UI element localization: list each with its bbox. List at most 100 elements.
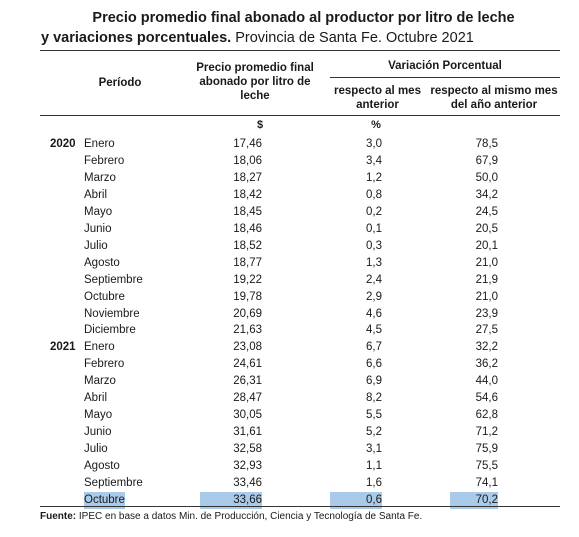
row-month: Agosto bbox=[84, 256, 120, 269]
table-row: Mayo 30,05 5,5 62,8 bbox=[0, 407, 579, 424]
header-variacion: Variación Porcentual bbox=[388, 60, 502, 72]
row-var-mes: 2,9 bbox=[366, 290, 382, 303]
row-month: Junio bbox=[84, 222, 112, 235]
row-var-anio: 21,9 bbox=[475, 273, 498, 286]
row-var-anio: 71,2 bbox=[475, 426, 498, 439]
row-month: Septiembre bbox=[84, 273, 143, 286]
row-month: Marzo bbox=[84, 171, 116, 184]
row-month: Julio bbox=[84, 239, 108, 252]
table-title: Precio promedio final abonado al product… bbox=[0, 8, 579, 48]
table-row: Abril 18,42 0,8 34,2 bbox=[0, 187, 579, 204]
row-var-mes: 5,2 bbox=[366, 426, 382, 439]
title-line-2-rest: Provincia de Santa Fe. Octubre 2021 bbox=[231, 30, 474, 46]
table-row: Febrero 18,06 3,4 67,9 bbox=[0, 153, 579, 170]
row-var-anio: 20,1 bbox=[475, 239, 498, 252]
table-row: Septiembre 19,22 2,4 21,9 bbox=[0, 272, 579, 289]
row-price: 17,46 bbox=[233, 138, 262, 150]
table-row: Agosto 18,77 1,3 21,0 bbox=[0, 255, 579, 272]
row-price: 24,61 bbox=[233, 358, 262, 371]
row-var-mes: 0,6 bbox=[330, 491, 382, 509]
row-month: Enero bbox=[84, 341, 115, 354]
header-top-rule bbox=[40, 50, 560, 51]
row-month: Abril bbox=[84, 188, 108, 201]
table-row: Junio 18,46 0,1 20,5 bbox=[0, 221, 579, 238]
row-var-anio: 50,0 bbox=[475, 171, 498, 184]
row-var-mes: 4,5 bbox=[366, 324, 382, 337]
row-var-anio: 24,5 bbox=[475, 205, 498, 218]
row-price: 28,47 bbox=[233, 392, 262, 405]
row-price: 33,66 bbox=[200, 491, 262, 509]
row-var-mes: 1,3 bbox=[366, 256, 382, 269]
row-var-anio: 21,0 bbox=[475, 256, 498, 269]
table-row: Agosto 32,93 1,1 75,5 bbox=[0, 458, 579, 475]
row-price: 26,31 bbox=[233, 375, 262, 388]
row-price: 18,27 bbox=[233, 171, 262, 184]
row-var-anio: 62,8 bbox=[475, 409, 498, 422]
row-year: 2021 bbox=[50, 341, 76, 354]
row-var-anio: 70,2 bbox=[450, 491, 498, 509]
unit-pct: % bbox=[371, 119, 381, 131]
row-var-mes: 0,1 bbox=[366, 222, 382, 235]
row-month: Febrero bbox=[84, 358, 125, 371]
row-month: Marzo bbox=[84, 375, 116, 388]
header-anio-anterior: respecto al mismo mes del año anterior bbox=[430, 85, 558, 111]
header-periodo: Período bbox=[98, 77, 142, 89]
table-bottom-rule bbox=[40, 506, 560, 507]
row-var-anio: 74,1 bbox=[475, 477, 498, 489]
row-var-mes: 6,9 bbox=[366, 375, 382, 388]
row-month: Abril bbox=[84, 392, 108, 405]
header-variacion-rule bbox=[330, 77, 560, 78]
row-price: 19,22 bbox=[233, 273, 262, 286]
row-var-mes: 1,2 bbox=[366, 171, 382, 184]
row-var-anio: 44,0 bbox=[475, 375, 498, 388]
unit-precio: $ bbox=[256, 119, 264, 131]
table-row: Julio 32,58 3,1 75,9 bbox=[0, 441, 579, 458]
source-text: IPEC en base a datos Min. de Producción,… bbox=[76, 511, 423, 522]
row-price: 32,93 bbox=[233, 460, 262, 473]
row-month: Octubre bbox=[84, 491, 125, 509]
row-var-mes: 4,6 bbox=[366, 307, 382, 320]
row-var-mes: 2,4 bbox=[366, 273, 382, 286]
row-var-anio: 21,0 bbox=[475, 290, 498, 303]
row-var-anio: 67,9 bbox=[475, 154, 498, 167]
table-row: Marzo 18,27 1,2 50,0 bbox=[0, 170, 579, 187]
table-row: 2021 Enero 23,08 6,7 32,2 bbox=[0, 339, 579, 356]
row-month: Junio bbox=[84, 426, 112, 439]
row-month: Agosto bbox=[84, 460, 120, 473]
table-row: Mayo 18,45 0,2 24,5 bbox=[0, 204, 579, 221]
row-price: 23,08 bbox=[233, 341, 262, 354]
row-price: 18,06 bbox=[233, 154, 262, 167]
header-mes-anterior: respecto al mes anterior bbox=[334, 85, 421, 111]
row-year: 2020 bbox=[50, 138, 76, 150]
header-precio: Precio promedio final abonado por litro … bbox=[196, 62, 314, 102]
row-price: 19,78 bbox=[233, 290, 262, 303]
row-month: Enero bbox=[84, 138, 115, 150]
row-month: Noviembre bbox=[84, 307, 140, 320]
table-row: Noviembre 20,69 4,6 23,9 bbox=[0, 306, 579, 323]
row-var-mes: 0,2 bbox=[366, 205, 382, 218]
table-row: Febrero 24,61 6,6 36,2 bbox=[0, 356, 579, 373]
row-var-mes: 3,1 bbox=[366, 443, 382, 456]
title-line-2-bold: y variaciones porcentuales. bbox=[41, 30, 232, 46]
row-var-mes: 0,8 bbox=[366, 188, 382, 201]
row-var-anio: 36,2 bbox=[475, 358, 498, 371]
table-row: Septiembre 33,46 1,6 74,1 bbox=[0, 475, 579, 492]
row-month: Diciembre bbox=[84, 324, 136, 337]
row-var-anio: 27,5 bbox=[475, 324, 498, 337]
row-price: 18,46 bbox=[233, 222, 262, 235]
row-var-anio: 20,5 bbox=[475, 222, 498, 235]
row-var-anio: 78,5 bbox=[475, 138, 498, 150]
row-var-mes: 8,2 bbox=[366, 392, 382, 405]
header-bottom-rule bbox=[40, 115, 560, 116]
table-row: Diciembre 21,63 4,5 27,5 bbox=[0, 322, 579, 339]
row-var-mes: 0,3 bbox=[366, 239, 382, 252]
row-var-anio: 54,6 bbox=[475, 392, 498, 405]
row-var-mes: 1,1 bbox=[366, 460, 382, 473]
row-price: 18,45 bbox=[233, 205, 262, 218]
row-price: 20,69 bbox=[233, 307, 262, 320]
table-row: Marzo 26,31 6,9 44,0 bbox=[0, 373, 579, 390]
title-line-2: y variaciones porcentuales. Provincia de… bbox=[0, 28, 579, 48]
row-price: 18,77 bbox=[233, 256, 262, 269]
row-price: 32,58 bbox=[233, 443, 262, 456]
row-var-anio: 23,9 bbox=[475, 307, 498, 320]
